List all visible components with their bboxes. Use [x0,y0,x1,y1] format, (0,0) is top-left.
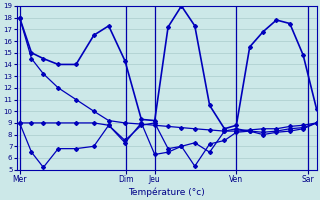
X-axis label: Température (°c): Température (°c) [128,187,205,197]
